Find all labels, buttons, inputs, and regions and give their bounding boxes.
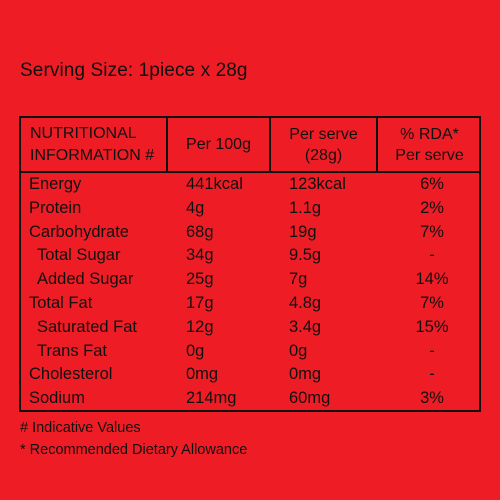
value-rda: 2% [420,198,444,217]
column-divider [166,118,168,173]
value-rda: 3% [420,389,444,408]
value-per-serve: 0mg [289,365,322,384]
value-rda: 15% [415,317,449,336]
table-row: Energy 441kcal 123kcal 6% [21,174,479,198]
value-rda: 14% [415,270,449,289]
value-per-100g: 4g [186,198,205,217]
column-divider [269,118,271,173]
value-per-100g: 68g [186,222,214,241]
value-per-100g: 441kcal [186,175,243,193]
header-rda: % RDA* Per serve [378,118,481,171]
table-row: Carbohydrate 68g 19g 7% [21,222,479,246]
value-per-serve: 7g [289,270,308,289]
header-nutrition-line2: INFORMATION # [30,146,155,164]
table-row: Total Fat 17g 4.8g 7% [21,293,479,317]
table-row: Total Sugar 34g 9.5g - [21,245,479,269]
table-row: Protein 4g 1.1g 2% [21,198,479,222]
table-row: Cholesterol 0mg 0mg - [21,364,479,388]
header-perserve-line2: (28g) [304,146,343,164]
value-per-100g: 0mg [186,365,219,384]
value-per-serve: 0g [289,341,308,360]
value-per-100g: 17g [186,293,214,312]
value-rda: - [429,341,435,360]
value-rda: 6% [420,175,444,193]
value-per-serve: 19g [289,222,317,241]
nutrient-name: Cholesterol [29,365,113,384]
header-nutritional-information: NUTRITIONAL INFORMATION # [21,118,170,171]
value-per-serve: 9.5g [289,246,322,265]
column-divider [376,118,378,173]
value-rda: - [429,365,435,384]
table-row: Sodium 214mg 60mg 3% [21,388,479,412]
header-rda-line2: Per serve [395,146,464,164]
nutrient-name: Carbohydrate [29,222,129,241]
header-per-serve: Per serve (28g) [271,118,376,171]
footnote-indicative: # Indicative Values [20,420,141,436]
serving-size: Serving Size: 1piece x 28g [20,60,248,81]
value-rda: 7% [420,222,444,241]
header-divider [21,171,479,173]
value-per-serve: 60mg [289,389,331,408]
header-nutrition-line1: NUTRITIONAL [30,124,137,142]
value-per-100g: 12g [186,317,214,336]
value-rda: - [429,246,435,265]
nutrient-rows: Energy 441kcal 123kcal 6% Protein 4g 1.1g 2% Car… [21,174,479,412]
nutrient-name: Trans Fat [37,341,107,360]
value-per-100g: 0g [186,341,205,360]
table-row: Added Sugar 25g 7g 14% [21,269,479,293]
value-per-100g: 25g [186,270,214,289]
value-per-100g: 34g [186,246,214,265]
header-per-100g: Per 100g [168,118,269,171]
table-row: Trans Fat 0g 0g - [21,341,479,365]
value-per-100g: 214mg [186,389,237,408]
nutrient-name: Total Sugar [37,246,121,265]
nutrient-name: Saturated Fat [37,317,137,336]
value-per-serve: 1.1g [289,198,322,217]
nutrient-name: Added Sugar [37,270,134,289]
nutrient-name: Protein [29,198,82,217]
value-per-serve: 3.4g [289,317,322,336]
value-rda: 7% [420,293,444,312]
nutrition-table: NUTRITIONAL INFORMATION # Per 100g Per s… [19,116,481,412]
nutrient-name: Total Fat [29,293,93,312]
nutrient-name: Sodium [29,389,85,408]
nutrient-name: Energy [29,175,82,193]
table-row: Saturated Fat 12g 3.4g 15% [21,317,479,341]
header-rda-line1: % RDA* [400,125,459,143]
value-per-serve: 4.8g [289,293,322,312]
header-perserve-line1: Per serve [289,125,358,143]
value-per-serve: 123kcal [289,175,346,193]
header-per100-label: Per 100g [186,136,251,153]
footnote-rda: * Recommended Dietary Allowance [20,442,248,458]
